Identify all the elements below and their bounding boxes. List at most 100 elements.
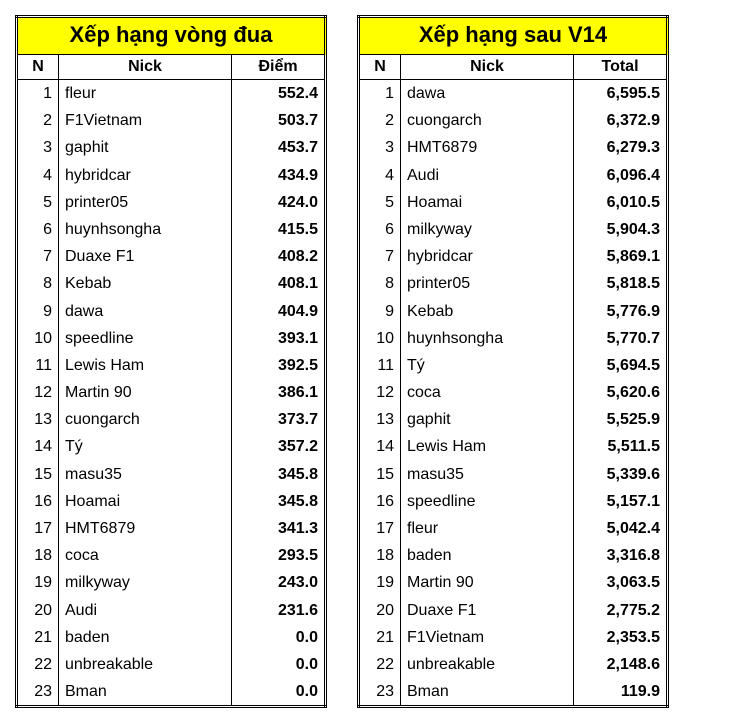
cell-nick: HMT6879 [59, 515, 232, 542]
cell-nick: unbreakable [401, 651, 574, 678]
cell-n: 1 [17, 80, 59, 108]
cell-nick: Martin 90 [59, 379, 232, 406]
table-row: 22unbreakable2,148.6 [359, 651, 668, 678]
cell-value: 392.5 [232, 352, 326, 379]
cell-value: 0.0 [232, 678, 326, 707]
cell-nick: masu35 [401, 461, 574, 488]
cell-n: 2 [17, 107, 59, 134]
table-row: 10huynhsongha5,770.7 [359, 325, 668, 352]
cell-n: 23 [359, 678, 401, 707]
cell-n: 1 [359, 80, 401, 108]
cell-nick: F1Vietnam [59, 107, 232, 134]
cell-nick: milkyway [401, 216, 574, 243]
table-row: 11Lewis Ham392.5 [17, 352, 326, 379]
cell-n: 9 [359, 298, 401, 325]
cell-nick: Lewis Ham [401, 433, 574, 460]
cell-value: 5,869.1 [574, 243, 668, 270]
table-row: 3gaphit453.7 [17, 134, 326, 161]
table-row: 5Hoamai6,010.5 [359, 189, 668, 216]
cell-n: 10 [359, 325, 401, 352]
right-title: Xếp hạng sau V14 [359, 17, 668, 55]
cell-nick: Martin 90 [401, 569, 574, 596]
cell-value: 231.6 [232, 597, 326, 624]
table-row: 13cuongarch373.7 [17, 406, 326, 433]
table-row: 1dawa6,595.5 [359, 80, 668, 108]
cell-n: 13 [17, 406, 59, 433]
cell-value: 3,063.5 [574, 569, 668, 596]
table-row: 3HMT68796,279.3 [359, 134, 668, 161]
cell-nick: dawa [401, 80, 574, 108]
cell-nick: printer05 [59, 189, 232, 216]
right-table: Xếp hạng sau V14 N Nick Total 1dawa6,595… [357, 15, 669, 708]
cell-n: 6 [17, 216, 59, 243]
table-row: 5printer05424.0 [17, 189, 326, 216]
cell-n: 18 [17, 542, 59, 569]
cell-n: 17 [359, 515, 401, 542]
cell-nick: speedline [59, 325, 232, 352]
table-row: 8printer055,818.5 [359, 270, 668, 297]
cell-value: 6,372.9 [574, 107, 668, 134]
cell-value: 434.9 [232, 162, 326, 189]
table-row: 15masu355,339.6 [359, 461, 668, 488]
table-row: 9Kebab5,776.9 [359, 298, 668, 325]
cell-nick: Duaxe F1 [401, 597, 574, 624]
cell-value: 119.9 [574, 678, 668, 707]
table-row: 9dawa404.9 [17, 298, 326, 325]
cell-n: 12 [359, 379, 401, 406]
table-row: 17HMT6879341.3 [17, 515, 326, 542]
cell-value: 5,694.5 [574, 352, 668, 379]
cell-nick: baden [59, 624, 232, 651]
cell-nick: gaphit [401, 406, 574, 433]
table-row: 2F1Vietnam503.7 [17, 107, 326, 134]
cell-nick: Kebab [401, 298, 574, 325]
table-row: 22unbreakable0.0 [17, 651, 326, 678]
cell-value: 5,770.7 [574, 325, 668, 352]
cell-n: 18 [359, 542, 401, 569]
table-row: 21baden0.0 [17, 624, 326, 651]
cell-nick: Audi [401, 162, 574, 189]
cell-value: 424.0 [232, 189, 326, 216]
cell-n: 14 [17, 433, 59, 460]
cell-value: 6,096.4 [574, 162, 668, 189]
cell-nick: milkyway [59, 569, 232, 596]
cell-value: 345.8 [232, 461, 326, 488]
cell-n: 13 [359, 406, 401, 433]
table-row: 4Audi6,096.4 [359, 162, 668, 189]
cell-nick: Duaxe F1 [59, 243, 232, 270]
cell-n: 12 [17, 379, 59, 406]
cell-value: 243.0 [232, 569, 326, 596]
cell-value: 0.0 [232, 651, 326, 678]
cell-n: 8 [17, 270, 59, 297]
cell-value: 6,279.3 [574, 134, 668, 161]
table-row: 15masu35345.8 [17, 461, 326, 488]
cell-nick: huynhsongha [401, 325, 574, 352]
cell-n: 16 [359, 488, 401, 515]
cell-value: 552.4 [232, 80, 326, 108]
cell-value: 415.5 [232, 216, 326, 243]
right-col-val: Total [574, 55, 668, 80]
cell-n: 19 [17, 569, 59, 596]
cell-value: 5,042.4 [574, 515, 668, 542]
cell-n: 4 [359, 162, 401, 189]
table-row: 12Martin 90386.1 [17, 379, 326, 406]
cell-nick: cuongarch [59, 406, 232, 433]
table-row: 18coca293.5 [17, 542, 326, 569]
cell-value: 0.0 [232, 624, 326, 651]
cell-n: 11 [17, 352, 59, 379]
cell-value: 373.7 [232, 406, 326, 433]
table-row: 16Hoamai345.8 [17, 488, 326, 515]
table-row: 12coca5,620.6 [359, 379, 668, 406]
cell-n: 7 [359, 243, 401, 270]
cell-nick: unbreakable [59, 651, 232, 678]
cell-value: 408.1 [232, 270, 326, 297]
cell-value: 453.7 [232, 134, 326, 161]
cell-n: 3 [359, 134, 401, 161]
right-col-n: N [359, 55, 401, 80]
cell-nick: huynhsongha [59, 216, 232, 243]
table-row: 23Bman0.0 [17, 678, 326, 707]
cell-nick: Tý [401, 352, 574, 379]
cell-n: 21 [359, 624, 401, 651]
tables-wrap: Xếp hạng vòng đua N Nick Điểm 1fleur552.… [15, 15, 735, 708]
table-row: 6milkyway5,904.3 [359, 216, 668, 243]
cell-value: 3,316.8 [574, 542, 668, 569]
